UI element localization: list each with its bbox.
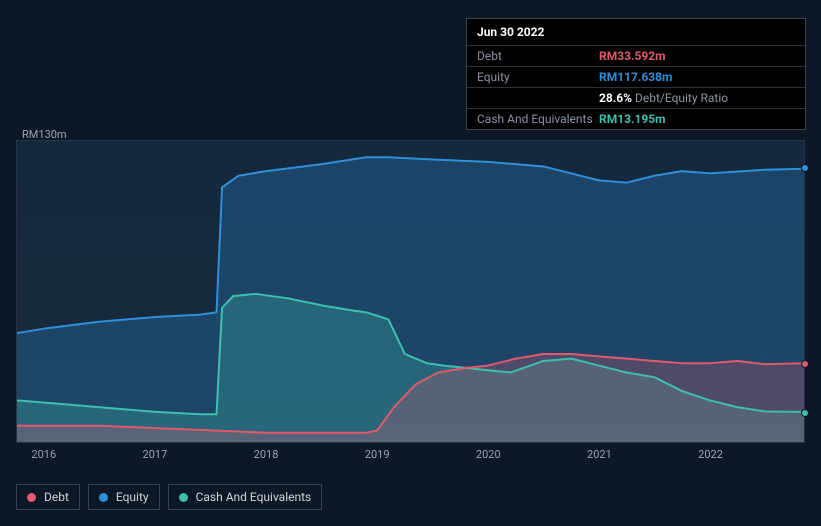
tooltip-date: Jun 30 2022 xyxy=(467,19,805,46)
x-axis-tick: 2022 xyxy=(698,448,723,461)
x-axis-tick: 2017 xyxy=(143,448,168,461)
x-axis: 2016 2017 2018 2019 2020 2021 2022 xyxy=(16,448,805,468)
x-axis-tick: 2016 xyxy=(31,448,56,461)
x-axis-tick: 2020 xyxy=(476,448,501,461)
series-end-marker-cash-and-equivalents xyxy=(801,409,809,417)
chart-plot-area[interactable] xyxy=(16,140,805,443)
x-axis-tick: 2018 xyxy=(254,448,279,461)
tooltip-row: DebtRM33.592m xyxy=(467,46,805,67)
chart-tooltip: Jun 30 2022 DebtRM33.592mEquityRM117.638… xyxy=(466,18,806,130)
chart-legend: Debt Equity Cash And Equivalents xyxy=(16,484,322,510)
chart-container: Jun 30 2022 DebtRM33.592mEquityRM117.638… xyxy=(0,0,821,526)
legend-item-debt[interactable]: Debt xyxy=(16,484,80,510)
legend-item-cash-and-equivalents[interactable]: Cash And Equivalents xyxy=(168,484,323,510)
series-end-marker-equity xyxy=(801,164,809,172)
x-axis-tick: 2021 xyxy=(587,448,612,461)
legend-dot-icon xyxy=(27,493,36,502)
tooltip-row-label: Cash And Equivalents xyxy=(477,112,599,126)
legend-item-label: Equity xyxy=(116,490,149,504)
legend-item-label: Cash And Equivalents xyxy=(196,490,312,504)
tooltip-row-value: RM33.592m xyxy=(599,49,666,63)
tooltip-row: EquityRM117.638m xyxy=(467,67,805,88)
tooltip-row-value: 28.6% Debt/Equity Ratio xyxy=(599,91,728,105)
x-axis-tick: 2019 xyxy=(365,448,390,461)
legend-item-equity[interactable]: Equity xyxy=(88,484,160,510)
tooltip-row-label: Debt xyxy=(477,49,599,63)
tooltip-row-label xyxy=(477,91,599,105)
legend-item-label: Debt xyxy=(44,490,69,504)
tooltip-row-value: RM13.195m xyxy=(599,112,666,126)
legend-dot-icon xyxy=(99,493,108,502)
tooltip-row: 28.6% Debt/Equity Ratio xyxy=(467,88,805,109)
series-end-marker-debt xyxy=(801,360,809,368)
legend-dot-icon xyxy=(179,493,188,502)
tooltip-row: Cash And EquivalentsRM13.195m xyxy=(467,109,805,129)
tooltip-row-value: RM117.638m xyxy=(599,70,672,84)
tooltip-row-label: Equity xyxy=(477,70,599,84)
